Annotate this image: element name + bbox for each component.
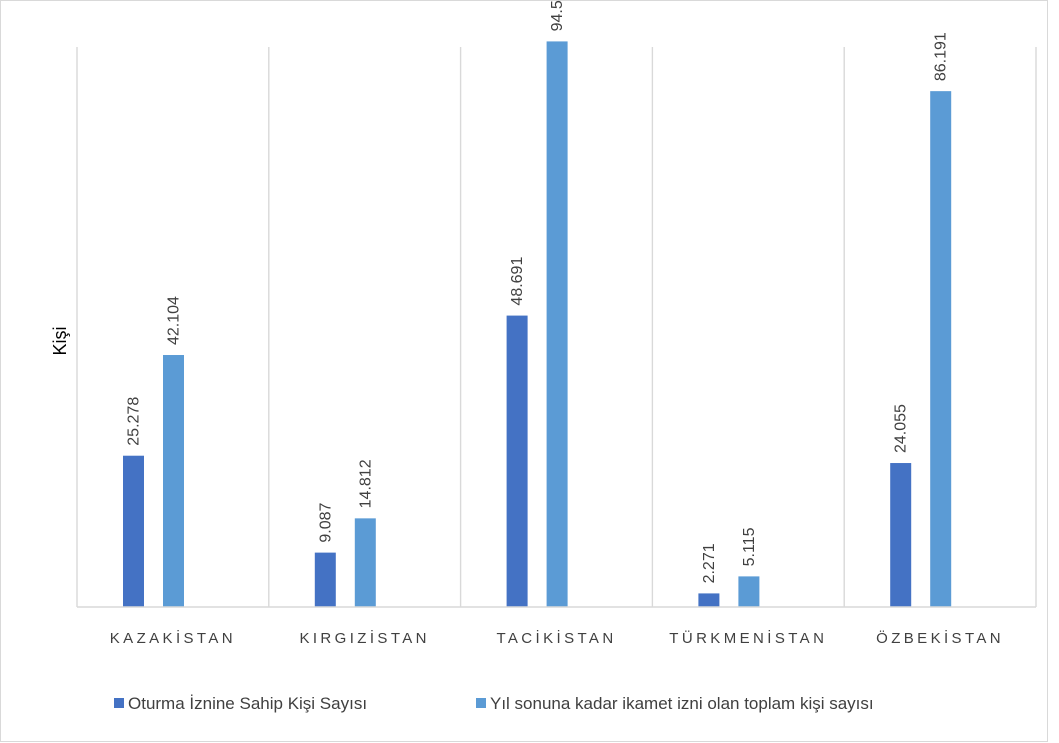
bar-series-2-2: [546, 41, 568, 608]
category-label-1: KIRGIZİSTAN: [299, 629, 429, 647]
data-label-series-2-1: 14.812: [357, 459, 374, 508]
data-label-series-1-2: 48.691: [509, 257, 526, 306]
data-label-series-1-3: 2.271: [701, 543, 718, 583]
category-label-3: TÜRKMENİSTAN: [669, 629, 827, 647]
bar-series-1-1: [314, 552, 336, 607]
bar-series-2-4: [930, 91, 952, 608]
bar-series-1-0: [123, 455, 144, 607]
bar-series-1-4: [890, 463, 912, 607]
category-labels-group: KAZAKİSTAN KIRGIZİSTAN TACİKİSTAN TÜRKMENİS…: [110, 629, 1004, 647]
data-label-series-1-4: 24.055: [893, 404, 910, 453]
y-axis-label: Kişi: [50, 326, 70, 355]
bar-series-2-0: [163, 355, 184, 607]
bars-group: [123, 41, 952, 608]
legend-label-series-1: Oturma İznine Sahip Kişi Sayısı: [128, 694, 367, 713]
category-separators: [76, 47, 1037, 607]
bar-series-1-2: [506, 315, 528, 607]
legend-swatch-series-1: [114, 698, 124, 708]
data-label-series-2-2: 94.502: [549, 0, 566, 31]
legend-label-series-2: Yıl sonuna kadar ikamet izni olan toplam…: [490, 694, 874, 713]
data-label-series-1-0: 25.278: [126, 397, 143, 446]
category-label-2: TACİKİSTAN: [496, 629, 616, 647]
bar-series-2-1: [354, 518, 376, 607]
data-label-series-1-1: 9.087: [317, 502, 334, 542]
data-label-series-2-3: 5.115: [741, 527, 758, 566]
data-label-series-2-0: 42.104: [166, 296, 183, 345]
category-label-4: ÖZBEKİSTAN: [876, 629, 1004, 647]
data-labels-group: 25.278 42.104 9.087 14.812 48.691 94.502 2.271…: [126, 0, 950, 583]
legend-swatch-series-2: [476, 698, 486, 708]
category-label-0: KAZAKİSTAN: [110, 629, 236, 647]
data-label-series-2-4: 86.191: [933, 32, 950, 81]
bar-series-2-3: [738, 576, 760, 607]
bar-series-1-3: [698, 593, 720, 607]
legend: Oturma İznine Sahip Kişi Sayısı Yıl sonu…: [114, 694, 874, 713]
